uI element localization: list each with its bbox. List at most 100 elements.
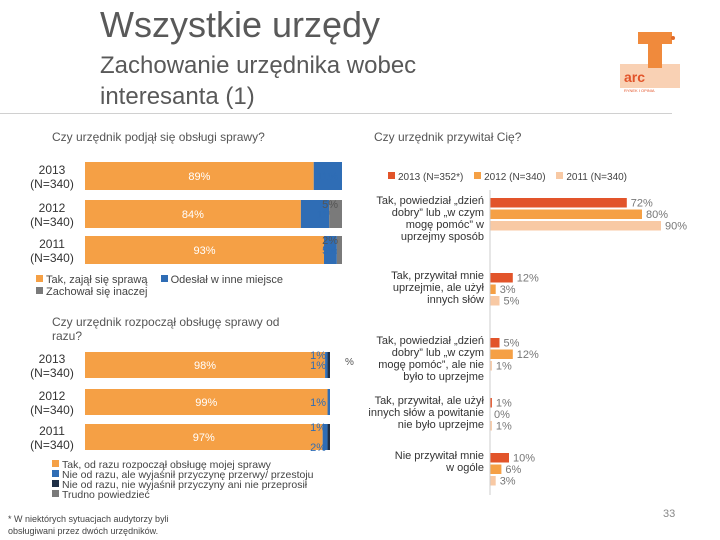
chart3-legend-item-1: 2013 (N=352*) [388, 172, 463, 183]
chart1-bar-2-3 [329, 200, 342, 228]
chart1-legend-item-3: Zachował się inaczej [36, 286, 148, 298]
chart2-category-label-1: 2013 [39, 352, 66, 366]
chart1-legend: Tak, zajął się sprawą Odesłał w inne mie… [36, 274, 336, 298]
chart2-data-label-1-2: 1% [310, 360, 326, 372]
chart3-category-label-2-2: uprzejmie, ale użył [393, 282, 485, 294]
chart3-data-label-5-1: 10% [513, 453, 535, 465]
chart2-category-label-2: 2012 [39, 389, 66, 403]
page-number: 33 [663, 508, 676, 520]
chart3-data-label-3-3: 1% [496, 361, 512, 373]
chart3-category-label-3-4: było to uprzejme [403, 371, 484, 383]
chart3-bar-2-2 [490, 284, 496, 294]
chart3-category-label-3-2: dobry” lub „w czym [392, 347, 484, 359]
chart3-data-label-4-3: 1% [496, 421, 512, 433]
chart3-data-label-3-1: 5% [504, 338, 520, 350]
chart1-bar-3-3 [336, 236, 342, 264]
chart1-category-label-2: 2012 [39, 201, 66, 215]
chart3-category-label-5-2: w ogóle [445, 462, 484, 474]
chart3-category-label-4-2: innych słów a powitanie [368, 407, 484, 419]
chart3-question: Czy urzędnik przywitał Cię? [374, 130, 522, 144]
chart3-category-label-2-1: Tak, przywitał mnie [391, 270, 484, 282]
chart2-data-label-3-2: 2% [310, 442, 326, 454]
chart2-bar-3-1 [85, 424, 323, 450]
chart3-legend: 2013 (N=352*) 2012 (N=340) 2011 (N=340) [388, 172, 627, 183]
chart3-bar-4-1 [490, 398, 492, 408]
chart2-category-n-3: (N=340) [30, 438, 74, 452]
chart1-bar-1-2 [313, 162, 342, 190]
chart3-category-label-3-1: Tak, powiedział „dzień [376, 335, 484, 347]
chart3-bar-1-3 [490, 221, 661, 231]
chart3-bar-5-1 [490, 453, 509, 463]
chart3-data-label-4-1: 1% [496, 398, 512, 410]
arc-logo: arc RYNEK I OPINIA [620, 32, 680, 93]
chart3-category-label-4-1: Tak, przywitał, ale użył [375, 395, 485, 407]
chart1-category-n-2: (N=340) [30, 215, 74, 229]
chart1-data-label-1-2: 11% [317, 171, 338, 183]
chart3-bar-3-1 [490, 338, 500, 348]
chart1-legend-item-1: Tak, zajął się sprawą [36, 274, 148, 286]
chart3-bar-1-2 [490, 209, 642, 219]
chart2-data-label-2-1: 99% [195, 397, 217, 409]
chart3-bar-3-2 [490, 349, 513, 359]
chart1-legend-item-2: Odesłał w inne miejsce [160, 274, 283, 286]
chart2-data-label-1-3: 1% [310, 350, 326, 362]
chart3-category-label-1-3: mogę pomóc” w [406, 219, 484, 231]
chart1-bar-3-1 [85, 236, 325, 264]
svg-text:arc: arc [624, 69, 645, 85]
chart2: 2013(N=340) 98% 1%1%2012(N=340) 99% 1%2011(N… [30, 350, 330, 454]
chart1-data-label-2-3: 5% [322, 199, 338, 211]
chart3-bar-3-3 [490, 361, 492, 371]
chart3-bar-5-3 [490, 476, 496, 486]
chart2-data-label-3-1: 97% [193, 432, 215, 444]
chart2-data-label-3-3: 1% [310, 422, 326, 434]
chart1-data-label-3-1: 93% [193, 245, 215, 257]
chart2-bar-1-2 [325, 352, 328, 378]
stray-percent-label: % [345, 357, 354, 368]
chart1-question: Czy urzędnik podjął się obsługi sprawy? [52, 130, 265, 144]
chart1-category-label-3: 2011 [39, 237, 65, 251]
chart3-category-label-1-2: dobry” lub „w czym [392, 207, 484, 219]
page-title: Wszystkie urzędy [100, 4, 381, 45]
chart2-bar-1-1 [85, 352, 326, 378]
chart3-data-label-2-2: 3% [500, 284, 516, 296]
chart2-legend-item-3: Nie od razu, nie wyjaśnił przyczyny ani … [52, 480, 352, 490]
chart3-data-label-1-3: 90% [665, 221, 687, 233]
chart2-bar-2-1 [85, 389, 328, 415]
chart2-category-n-1: (N=340) [30, 366, 74, 380]
chart2-bar-2-2 [327, 389, 330, 415]
chart2-data-label-2-2: 1% [310, 397, 326, 409]
chart3-data-label-2-1: 12% [517, 273, 539, 285]
chart3-category-label-1-4: uprzejmy sposób [401, 231, 484, 243]
chart1-data-label-3-2: 5% [322, 245, 338, 257]
chart3-bar-2-1 [490, 273, 513, 283]
chart1-data-label-1-1: 89% [188, 171, 210, 183]
chart2-bar-1-3 [327, 352, 330, 378]
chart3-bar-1-1 [490, 198, 627, 208]
chart1-bar-3-2 [324, 236, 337, 264]
chart2-legend-item-4: Trudno powiedzieć [52, 490, 352, 500]
chart1-bar-1-1 [85, 162, 314, 190]
chart1: 2013(N=340) 89% 11%2012(N=340) 84% 11%5%2011… [30, 162, 342, 265]
chart3-data-label-5-3: 3% [500, 476, 516, 488]
chart3-data-label-1-2: 80% [646, 209, 668, 221]
chart2-legend-item-1: Tak, od razu rozpoczął obsługę mojej spr… [52, 460, 352, 470]
chart3-bar-2-3 [490, 296, 500, 306]
chart3-category-label-1-1: Tak, powiedział „dzień [376, 195, 484, 207]
chart3-data-label-4-2: 0% [494, 409, 510, 421]
chart1-bar-2-1 [85, 200, 301, 228]
footnote: * W niektórych sytuacjach audytorzy byli… [8, 514, 169, 536]
page-subtitle: Zachowanie urzędnika wobec interesanta (… [100, 52, 417, 110]
chart3-category-label-4-3: nie było uprzejme [398, 419, 484, 431]
chart3-category-label-5-1: Nie przywitał mnie [395, 450, 484, 462]
chart2-legend: Tak, od razu rozpoczął obsługę mojej spr… [52, 460, 352, 500]
chart3-data-label-2-3: 5% [504, 296, 520, 308]
chart2-category-label-3: 2011 [39, 424, 65, 438]
chart1-category-n-3: (N=340) [30, 251, 74, 265]
chart3-data-label-3-2: 12% [517, 349, 539, 361]
chart3-bar-5-2 [490, 464, 502, 474]
chart3-category-label-2-3: innych słów [427, 294, 484, 306]
chart2-legend-item-2: Nie od razu, ale wyjaśnił przyczynę prze… [52, 470, 352, 480]
chart2-category-n-2: (N=340) [30, 403, 74, 417]
chart1-data-label-3-3: 2% [322, 235, 338, 247]
